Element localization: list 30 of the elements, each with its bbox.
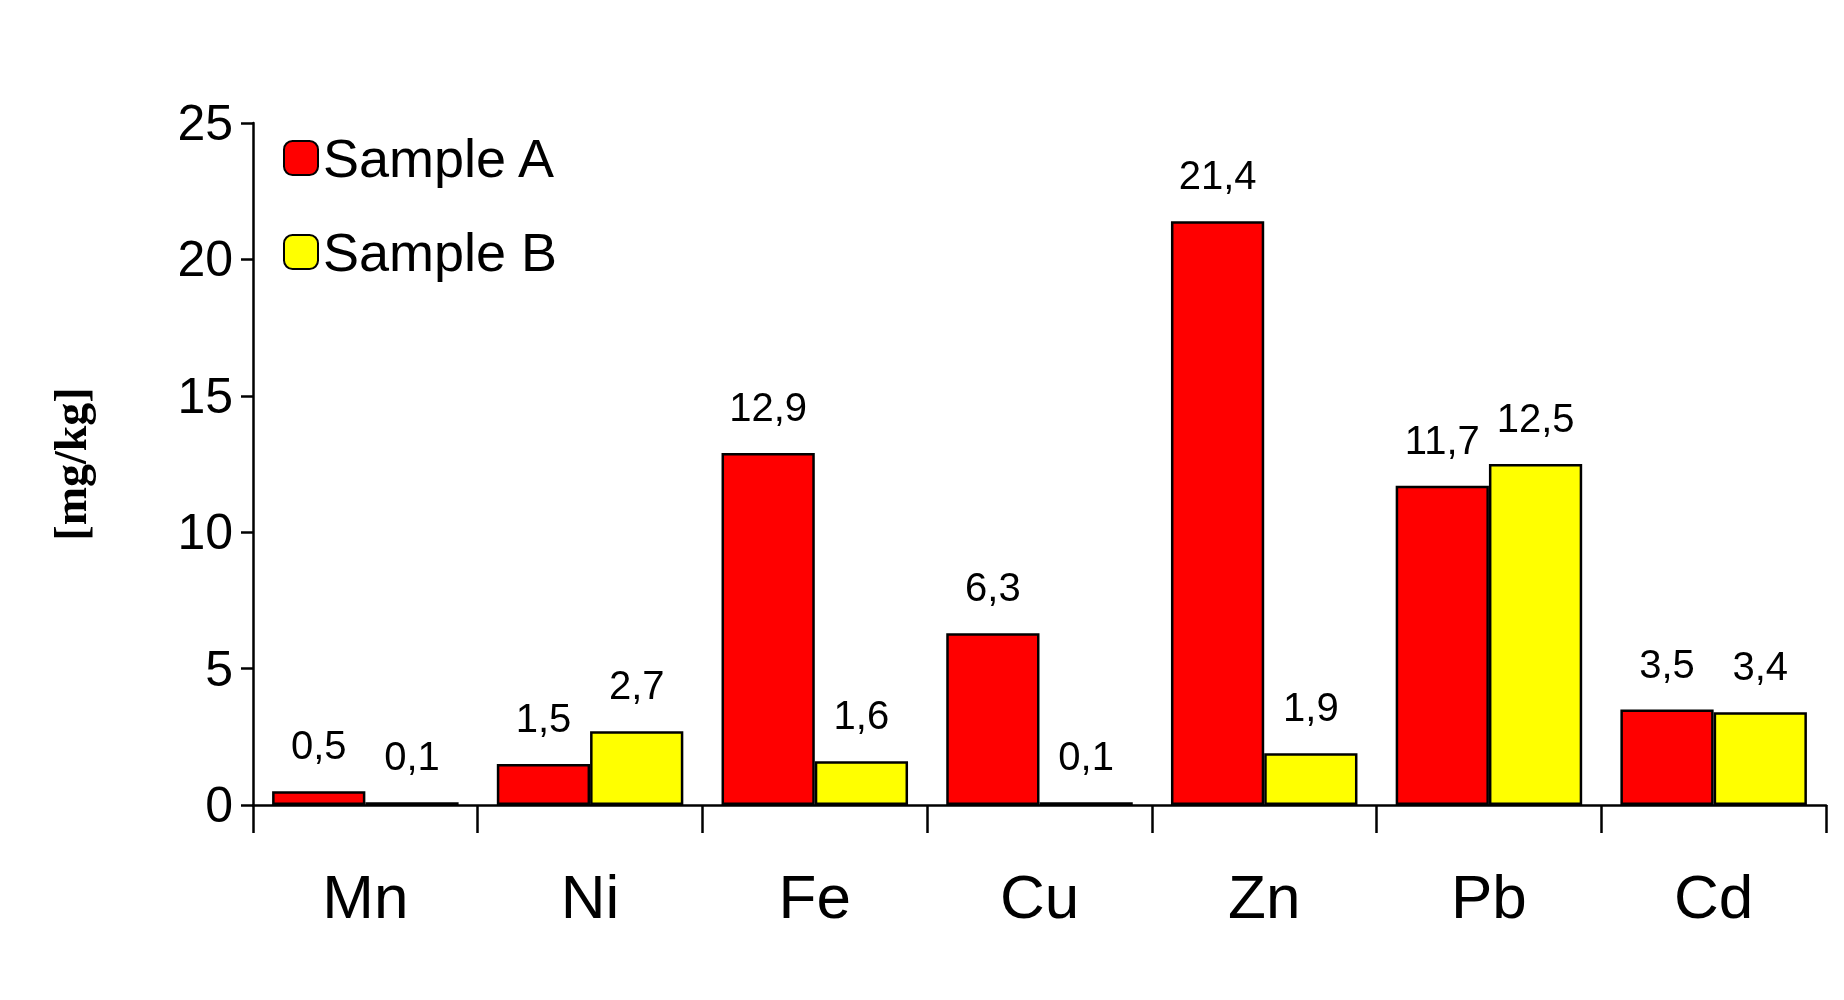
x-tick-label: Pb bbox=[1451, 861, 1527, 931]
legend-label: Sample A bbox=[323, 128, 555, 188]
data-label: 1,6 bbox=[833, 693, 890, 738]
data-label: 12,9 bbox=[729, 385, 808, 430]
y-axis-title: [mg/kg] bbox=[44, 387, 96, 541]
y-tick-label: 10 bbox=[177, 504, 233, 561]
data-label: 12,5 bbox=[1496, 396, 1575, 440]
data-label: 0,5 bbox=[290, 723, 347, 768]
y-tick-label: 20 bbox=[177, 231, 233, 288]
data-label: 11,7 bbox=[1404, 417, 1480, 462]
data-label: 2,7 bbox=[608, 663, 665, 708]
y-tick-label: 0 bbox=[205, 777, 233, 833]
data-label: 1,5 bbox=[515, 696, 572, 741]
x-tick-label: Ni bbox=[560, 861, 620, 931]
data-label: 0,1 bbox=[1058, 734, 1114, 779]
x-tick-label: Mn bbox=[322, 861, 409, 931]
data-label: 0,1 bbox=[384, 734, 440, 779]
y-tick-label: 5 bbox=[205, 640, 233, 697]
x-tick-label: Zn bbox=[1228, 861, 1301, 931]
data-label: 1,9 bbox=[1283, 685, 1339, 730]
data-label: 21,4 bbox=[1178, 153, 1257, 198]
data-label: 6,3 bbox=[965, 565, 1021, 610]
data-label: 3,5 bbox=[1639, 641, 1695, 686]
x-tick-label: Cu bbox=[999, 861, 1080, 931]
y-tick-label: 25 bbox=[177, 95, 233, 151]
x-tick-label: Fe bbox=[778, 861, 851, 931]
legend-label: Sample B bbox=[323, 222, 558, 282]
data-label: 3,4 bbox=[1732, 644, 1789, 689]
x-tick-label: Cd bbox=[1674, 861, 1754, 931]
y-tick-label: 15 bbox=[177, 367, 233, 424]
